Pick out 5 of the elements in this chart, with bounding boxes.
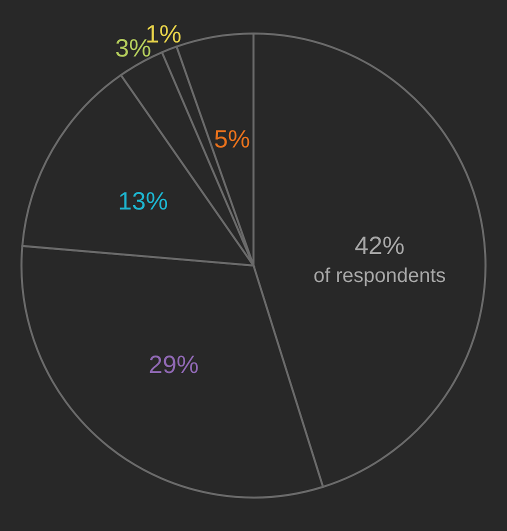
data-label: 13% [118, 188, 168, 216]
data-label: 29% [148, 351, 199, 380]
data-label: 42% [354, 232, 405, 260]
data-label: 5% [214, 126, 250, 154]
text: of respondents [313, 265, 446, 288]
